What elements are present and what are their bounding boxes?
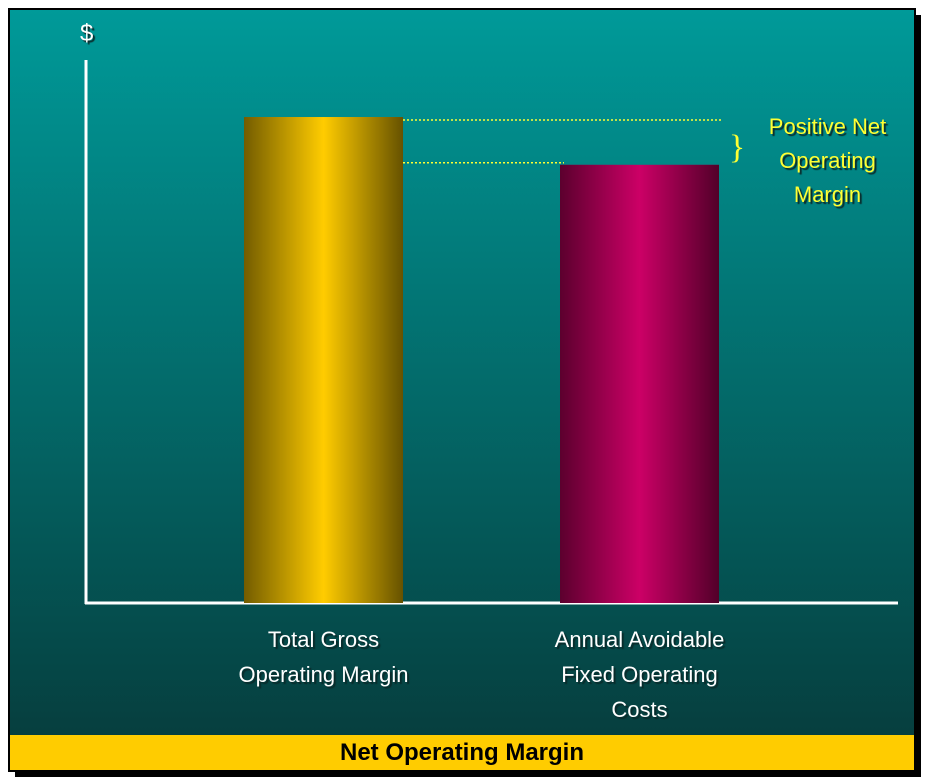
annotation: Positive Net Operating Margin xyxy=(768,114,887,207)
x-tick-label: Total Gross Operating Margin xyxy=(238,627,409,687)
title-band xyxy=(10,735,914,770)
bar-shade xyxy=(560,164,719,603)
bar-shade xyxy=(244,117,403,603)
chart-title: Net Operating Margin xyxy=(339,739,585,766)
frame xyxy=(8,8,916,772)
brace: } xyxy=(729,129,745,166)
x-tick-label: Annual Avoidable Fixed Operating Costs xyxy=(554,627,725,722)
y-axis-label: $ xyxy=(80,20,94,47)
